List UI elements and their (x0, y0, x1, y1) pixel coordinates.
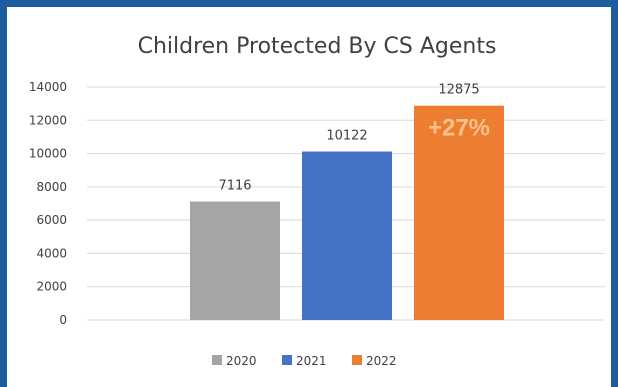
bar-2022 (414, 105, 504, 321)
bar-2020 (190, 201, 280, 320)
legend-swatch-2021 (282, 355, 292, 365)
bar-chart: Children Protected By CS Agents 14000 120… (29, 34, 605, 368)
y-tick-label: 2000 (36, 280, 67, 294)
y-tick-label: 8000 (36, 180, 67, 194)
y-tick-label: 10000 (29, 147, 67, 161)
legend-swatch-2020 (212, 355, 222, 365)
growth-annotation: +27% (428, 115, 490, 142)
chart-frame: Children Protected By CS Agents 14000 120… (7, 7, 611, 387)
y-tick-label: 14000 (29, 80, 67, 94)
bar-2021 (302, 151, 392, 320)
legend-swatch-2022 (352, 355, 362, 365)
legend-label: 2021 (296, 354, 327, 368)
chart-title: Children Protected By CS Agents (138, 34, 497, 59)
legend-label: 2020 (226, 354, 257, 368)
data-label: 7116 (218, 179, 251, 194)
y-tick-label: 0 (59, 313, 67, 327)
legend-label: 2022 (366, 354, 397, 368)
data-label: 10122 (326, 129, 367, 144)
y-tick-label: 12000 (29, 113, 67, 127)
y-tick-label: 4000 (36, 246, 67, 260)
y-tick-label: 6000 (36, 213, 67, 227)
data-label: 12875 (438, 83, 479, 98)
